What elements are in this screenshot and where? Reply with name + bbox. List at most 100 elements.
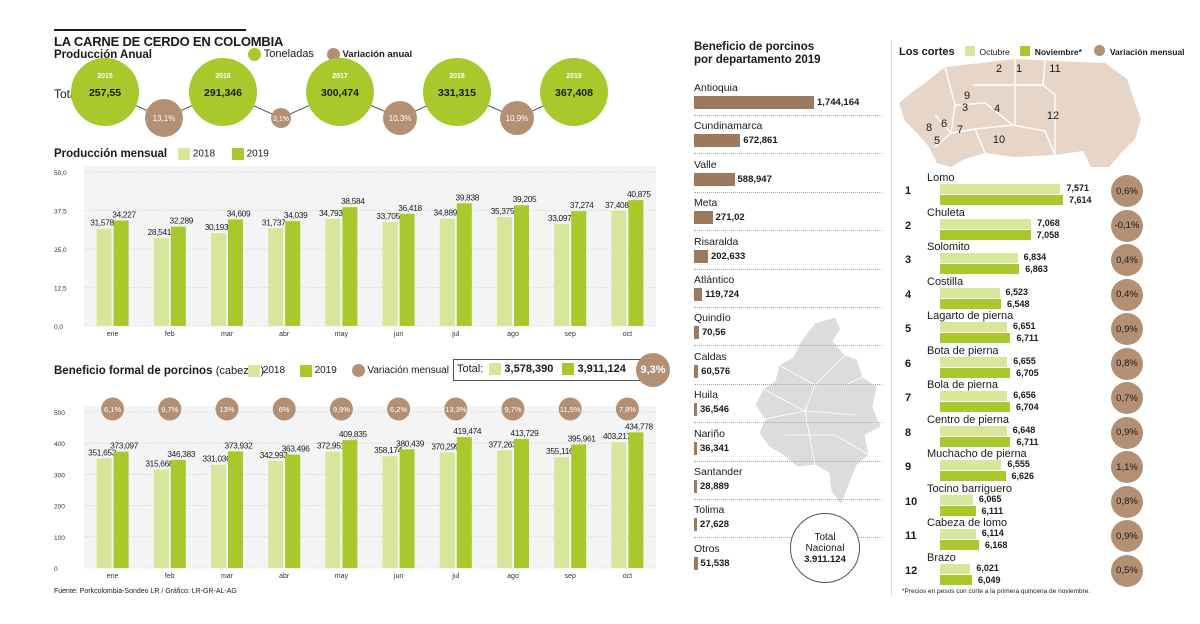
bar-value-label: 40,875: [627, 189, 651, 199]
cut-value-octubre: 6,523: [1005, 286, 1029, 297]
variation-circle: [444, 397, 468, 421]
bar-2018-sep: [554, 457, 570, 568]
dept-value: 119,724: [705, 289, 740, 300]
anual-value-label: 331,315: [438, 87, 476, 99]
cut-bar-octubre: [940, 356, 1008, 367]
colombia-map-border: [762, 388, 806, 412]
dept-separator: [694, 268, 882, 270]
pig-cut-line: [950, 104, 956, 134]
beneficio-title-main: Beneficio formal de porcinos: [54, 365, 213, 377]
bar-2018-ago: [497, 217, 512, 326]
dept-separator: [694, 115, 882, 116]
cut-value-noviembre: 6,704: [1016, 402, 1039, 412]
cut-variation-circle: 0,7%: [1111, 382, 1143, 414]
dept-value: 51,538: [700, 557, 730, 569]
dept-name: Risaralda: [694, 235, 739, 248]
legend-toneladas-swatch: [248, 48, 261, 61]
legend-nov-swatch: [1020, 45, 1031, 56]
legend-var: Variación mensual: [1109, 47, 1185, 57]
legend-b2018: 2018: [262, 365, 286, 377]
pig-cut-line: [954, 102, 1014, 126]
legend-oct-swatch: [965, 45, 976, 56]
annual-production-graphic: 13,1% 3,1% 10,3% 10,9% 2015 257,55 2016 291,346…: [71, 58, 608, 137]
dept-bar-Meta: [694, 211, 713, 225]
pig-cut-line: [1012, 124, 1056, 156]
legend-var-swatch: [1094, 45, 1106, 57]
cut-variation-label: 0,9%: [1116, 530, 1138, 542]
cut-value-octubre: 7,068: [1037, 217, 1060, 228]
cortes-header: Los cortes Octubre Noviembre* Variación …: [899, 42, 1185, 60]
bar-2018-jun: [382, 222, 398, 326]
cut-rank: 5: [905, 323, 912, 335]
bar-2019-sep: [571, 444, 587, 568]
dept-separator: [694, 345, 882, 347]
cut-value-noviembre: 6,049: [977, 574, 1001, 585]
cut-name: Cabeza de lomo: [927, 517, 1008, 529]
x-tick-label: feb: [165, 573, 175, 580]
cut-variation-circle: 0,8%: [1111, 485, 1143, 518]
bar-2019-feb: [170, 226, 186, 326]
cut-variation-circle: 0,5%: [1111, 554, 1143, 587]
bar-value-label: 34,609: [227, 208, 251, 218]
legend-b2019: 2019: [314, 365, 337, 377]
bar-2018-ene: [96, 458, 112, 568]
anual-variation-circle: [383, 101, 417, 135]
variation-label: 6,2%: [390, 405, 407, 414]
bar-value-label: 370,299: [431, 441, 460, 451]
bar-2018-may: [325, 218, 341, 326]
x-tick-label: oct: [623, 331, 632, 338]
cut-name: Lagarto de pierna: [927, 310, 1014, 322]
cut-bar-noviembre: [940, 229, 1031, 240]
dept-value: 28,889: [700, 481, 730, 492]
legend-b2019-swatch: [299, 364, 312, 377]
pig-cut-number: 7: [957, 124, 963, 136]
bar-value-label: 32,289: [170, 216, 194, 226]
cut-bar-noviembre: [940, 333, 1011, 343]
bar-value-label: 39,205: [513, 194, 537, 204]
cut-bar-octubre: [940, 460, 1002, 470]
dept-value: 588,947: [737, 173, 772, 185]
x-tick-label: may: [335, 573, 349, 580]
cut-bar-noviembre: [940, 540, 979, 550]
cut-variation-circle: 0,4%: [1111, 278, 1143, 311]
anual-value-label: 300,474: [321, 87, 359, 99]
bar-2018-sep: [554, 224, 570, 326]
bar-value-label: 34,227: [112, 210, 136, 220]
cut-value-octubre: 6,651: [1012, 321, 1036, 331]
colombia-map: [754, 316, 882, 507]
cut-variation-label: 0,9%: [1116, 323, 1138, 335]
y-tick-label: 50,0: [54, 170, 67, 177]
x-tick-label: oct: [623, 573, 632, 580]
cut-bar-octubre: [940, 391, 1008, 401]
cut-name: Costilla: [927, 275, 964, 288]
cortes-title: Los cortes: [899, 46, 955, 58]
bar-value-label: 31,737: [262, 217, 286, 227]
mensual-legend: 2018 2019: [178, 148, 269, 160]
y-tick-label: 400: [54, 441, 65, 448]
cut-value-octubre: 6,648: [1012, 424, 1036, 435]
cut-rank: 3: [905, 254, 912, 266]
x-tick-label: sep: [565, 331, 576, 338]
dept-title: Beneficio de porcinos por departamento 20…: [694, 41, 821, 66]
cut-bar-noviembre: [940, 298, 1001, 309]
bar-value-label: 355,116: [546, 446, 574, 456]
dept-name: Cundinamarca: [694, 120, 763, 133]
dept-separator: [694, 191, 882, 193]
y-tick-label: 300: [54, 472, 65, 479]
anual-value-label: 367,408: [555, 87, 593, 99]
pig-cut-number: 8: [926, 122, 932, 134]
cut-bar-noviembre: [940, 264, 1020, 274]
chart-panel: [84, 406, 656, 568]
bar-2019-ago: [514, 438, 529, 568]
legend-variacion: Variación anual: [342, 49, 413, 61]
variation-circle: [158, 397, 182, 421]
cut-value-octubre: 6,656: [1013, 390, 1036, 400]
bar-2019-jul: [456, 203, 472, 326]
bar-2018-feb: [153, 469, 169, 568]
pig-body: [899, 59, 1141, 167]
legend-2018: 2018: [192, 148, 216, 160]
pig-cut-number: 3: [962, 102, 968, 114]
cut-rank: 7: [905, 392, 912, 404]
dept-separator: [694, 307, 882, 308]
dept-bar-Huila: [694, 403, 697, 417]
